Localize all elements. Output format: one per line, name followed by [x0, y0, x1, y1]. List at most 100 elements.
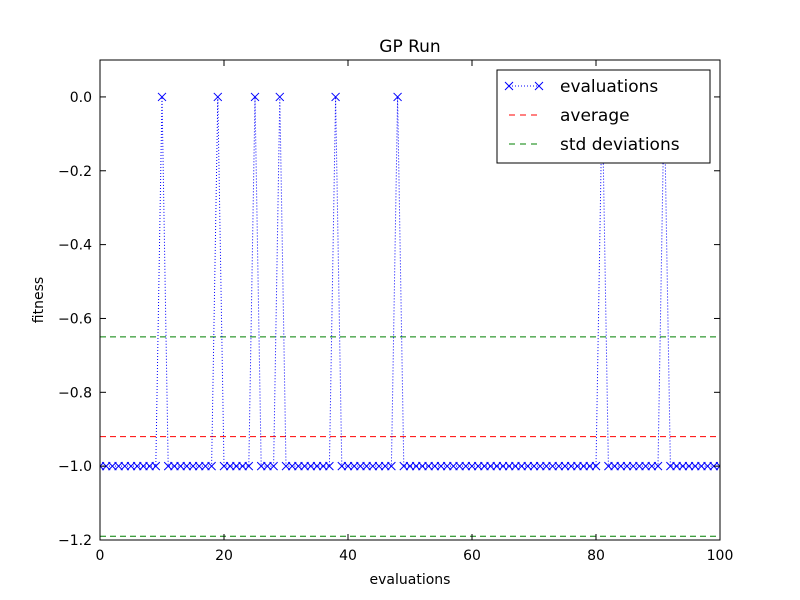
- evaluation-point: [132, 461, 142, 471]
- legend-evaluations-marker: [504, 81, 514, 91]
- evaluation-point: [219, 461, 229, 471]
- evaluation-point: [232, 461, 241, 471]
- evaluation-point: [610, 461, 619, 471]
- evaluation-point: [523, 461, 533, 471]
- evaluation-point: [554, 461, 564, 471]
- y-axis-label: fitness: [31, 277, 47, 323]
- chart-title: GP Run: [379, 37, 440, 57]
- evaluation-point: [480, 461, 489, 471]
- evaluation-point: [318, 461, 328, 471]
- evaluation-point: [294, 461, 303, 471]
- evaluation-point: [436, 461, 446, 471]
- evaluation-point: [666, 461, 675, 471]
- evaluation-point: [548, 461, 557, 471]
- evaluation-point: [517, 461, 526, 471]
- evaluation-point: [368, 461, 378, 471]
- evaluation-point: [101, 461, 111, 471]
- evaluation-point: [690, 461, 700, 471]
- y-tick-label: −1.0: [58, 459, 92, 475]
- y-tick-label: −0.2: [58, 164, 92, 180]
- evaluation-point: [504, 461, 514, 471]
- evaluation-point: [194, 461, 204, 471]
- evaluation-point: [399, 461, 409, 471]
- evaluation-point: [511, 461, 520, 471]
- evaluation-point: [622, 461, 632, 471]
- evaluation-point: [498, 461, 508, 471]
- evaluation-point: [114, 461, 123, 471]
- evaluation-point: [300, 461, 309, 471]
- evaluation-point: [442, 461, 452, 471]
- evaluation-point: [176, 461, 185, 471]
- x-tick-label: 40: [339, 548, 357, 564]
- evaluation-point: [157, 92, 167, 102]
- evaluation-point: [380, 461, 390, 471]
- legend-label-evaluations: evaluations: [560, 77, 658, 97]
- evaluation-point: [715, 461, 720, 471]
- evaluation-point: [535, 461, 545, 471]
- evaluation-point: [393, 92, 402, 102]
- evaluation-point: [672, 461, 681, 471]
- evaluation-point: [343, 461, 353, 471]
- evaluation-point: [560, 461, 570, 471]
- evaluation-point: [684, 461, 694, 471]
- evaluation-point: [287, 461, 297, 471]
- y-tick-label: −1.2: [58, 533, 92, 549]
- evaluation-point: [244, 461, 254, 471]
- y-tick-label: −0.6: [58, 311, 92, 327]
- evaluation-point: [405, 461, 415, 471]
- evaluation-point: [604, 461, 613, 471]
- evaluation-point: [709, 461, 719, 471]
- evaluation-point: [430, 461, 440, 471]
- x-tick-label: 0: [96, 548, 105, 564]
- legend-label-std-deviations: std deviations: [560, 135, 680, 155]
- evaluation-point: [263, 461, 272, 471]
- evaluation-point: [467, 461, 477, 471]
- evaluation-point: [108, 461, 117, 471]
- evaluation-point: [635, 461, 644, 471]
- evaluation-point: [579, 461, 588, 471]
- legend: evaluations average std deviations: [496, 69, 711, 164]
- evaluation-point: [151, 461, 161, 471]
- evaluation-point: [170, 461, 179, 471]
- evaluation-point: [139, 461, 148, 471]
- evaluation-point: [703, 461, 712, 471]
- evaluation-point: [163, 461, 173, 471]
- plot-area: [100, 92, 720, 537]
- evaluation-point: [641, 461, 650, 471]
- evaluation-point: [387, 461, 396, 471]
- legend-label-average: average: [560, 106, 630, 126]
- evaluation-point: [331, 92, 340, 102]
- evaluation-point: [678, 461, 688, 471]
- evaluation-point: [188, 461, 198, 471]
- evaluation-point: [269, 461, 278, 471]
- evaluation-point: [182, 461, 192, 471]
- evaluation-point: [455, 461, 464, 471]
- evaluation-point: [337, 461, 347, 471]
- evaluation-point: [542, 461, 551, 471]
- evaluation-point: [201, 461, 210, 471]
- evaluation-point: [374, 461, 384, 471]
- evaluation-point: [566, 461, 576, 471]
- plot-frame: [99, 59, 721, 541]
- evaluation-point: [362, 461, 371, 471]
- evaluation-point: [628, 461, 638, 471]
- evaluation-point: [275, 92, 285, 102]
- evaluation-point: [120, 461, 130, 471]
- x-axis-label: evaluations: [370, 572, 451, 588]
- evaluation-point: [256, 461, 266, 471]
- evaluation-point: [573, 461, 582, 471]
- evaluation-point: [424, 461, 433, 471]
- axis-ticks: 0 20 40 60 80 100 0.0 −0.2 −0.4 −0.6 −0.8 −1.0 −1.2: [58, 60, 733, 564]
- evaluation-point: [473, 461, 483, 471]
- evaluation-point: [653, 461, 663, 471]
- evaluation-point: [126, 461, 136, 471]
- y-tick-label: 0.0: [70, 90, 92, 106]
- evaluation-point: [492, 461, 502, 471]
- evaluation-point: [306, 461, 316, 471]
- evaluation-point: [213, 92, 223, 102]
- x-tick-label: 20: [215, 548, 233, 564]
- evaluation-point: [312, 461, 322, 471]
- evaluation-point: [207, 461, 216, 471]
- y-tick-label: −0.4: [58, 238, 92, 254]
